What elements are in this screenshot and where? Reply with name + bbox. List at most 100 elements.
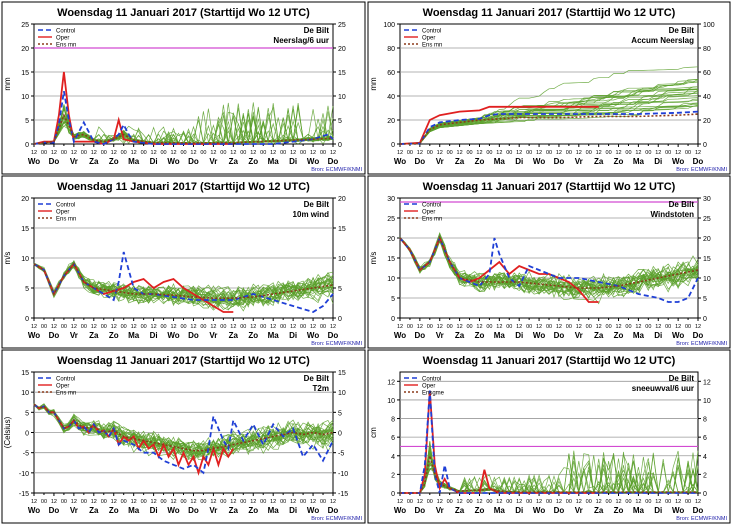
x-hour-label: 12 [170,324,176,330]
x-hour-label: 00 [486,150,492,156]
x-day-label: Wo [28,506,40,515]
x-day-label: Do [188,506,199,515]
y-tick-label-right: 100 [703,22,715,29]
x-hour-label: 12 [111,150,117,156]
legend-label: Oper [422,36,435,42]
y-tick-label-left: 20 [21,196,29,203]
y-tick-label-right: 10 [703,276,711,283]
series-line-control [400,390,698,494]
x-hour-label: 12 [675,324,681,330]
x-day-label: Ma [268,157,280,166]
x-hour-label: 00 [61,324,67,330]
x-hour-label: 00 [625,499,631,505]
x-hour-label: 00 [260,499,266,505]
x-day-label: Wo [307,331,319,340]
legend-label: Ens mn [56,391,76,397]
x-hour-label: 12 [536,324,542,330]
x-hour-label: 00 [606,499,612,505]
x-hour-label: 12 [310,324,316,330]
x-hour-label: 12 [695,499,701,505]
y-tick-label-left: -10 [19,471,29,478]
y-tick-label-left: 8 [391,417,395,424]
y-tick-label-right: 5 [338,118,342,125]
x-day-label: Di [150,506,158,515]
x-day-label: Wo [28,331,40,340]
source-label: Bron: ECMWF/KNMI [676,167,727,173]
x-day-label: Wo [533,331,545,340]
y-tick-label-left: 10 [21,390,29,397]
x-hour-label: 12 [310,499,316,505]
chart-panel-5: Woensdag 11 Januari 2017 (Starttijd Wo 1… [367,349,731,524]
x-day-label: Za [89,157,99,166]
y-tick-label-right: 20 [338,196,346,203]
x-hour-label: 12 [71,499,77,505]
x-day-label: Za [229,331,239,340]
x-day-label: Zo [614,331,624,340]
x-hour-label: 00 [300,499,306,505]
legend-label: Ensgme [422,391,445,397]
x-day-label: Vr [70,331,78,340]
x-day-label: Do [49,157,60,166]
legend-label: Oper [56,384,69,390]
x-hour-label: 00 [280,150,286,156]
x-hour-label: 12 [655,150,661,156]
x-hour-label: 00 [665,324,671,330]
x-hour-label: 00 [161,324,167,330]
ensemble-member-line [399,235,699,296]
x-hour-label: 12 [250,499,256,505]
x-hour-label: 12 [576,499,582,505]
x-hour-label: 00 [645,324,651,330]
x-hour-label: 00 [141,150,147,156]
variable-label: Accum Neerslag [631,36,694,45]
x-hour-label: 12 [210,324,216,330]
x-hour-label: 00 [320,499,326,505]
x-day-label: Wo [533,506,545,515]
x-hour-label: 12 [635,150,641,156]
series-line-ens-mn [399,235,699,289]
x-hour-label: 00 [300,150,306,156]
x-hour-label: 12 [170,499,176,505]
x-day-label: Za [229,157,239,166]
y-tick-label-right: 15 [338,226,346,233]
series-line-oper [399,105,599,145]
x-hour-label: 12 [131,324,137,330]
x-hour-label: 00 [161,150,167,156]
x-hour-label: 00 [427,499,433,505]
chart-title: Woensdag 11 Januari 2017 (Starttijd Wo 1… [57,355,310,367]
source-label: Bron: ECMWF/KNMI [311,167,362,173]
chart-panel-2: Woensdag 11 Januari 2017 (Starttijd Wo 1… [1,175,366,349]
y-axis-label: mm [369,77,378,91]
x-hour-label: 00 [260,324,266,330]
y-tick-label-left: 2 [391,472,395,479]
x-hour-label: 12 [151,150,157,156]
legend-label: Control [422,203,441,209]
y-tick-label-left: 25 [21,22,29,29]
x-hour-label: 12 [635,499,641,505]
legend-label: Oper [56,36,69,42]
y-tick-label-right: 0 [338,431,342,438]
x-hour-label: 12 [270,324,276,330]
y-tick-label-right: 20 [338,46,346,53]
x-hour-label: 00 [200,324,206,330]
x-hour-label: 12 [91,324,97,330]
station-label: De Bilt [669,26,695,35]
x-hour-label: 12 [596,150,602,156]
x-day-label: Do [693,506,704,515]
ensemble-member-line [33,403,334,457]
x-hour-label: 12 [437,499,443,505]
x-day-label: Ma [633,331,645,340]
legend-label: Control [422,29,441,35]
x-hour-label: 00 [665,499,671,505]
x-day-label: Ma [494,331,506,340]
legend-label: Control [422,377,441,383]
chart-title: Woensdag 11 Januari 2017 (Starttijd Wo 1… [423,7,676,19]
y-tick-label-left: -5 [23,451,29,458]
y-tick-label-left: 0 [391,316,395,323]
x-day-label: Di [515,157,523,166]
x-day-label: Vr [436,331,444,340]
y-tick-label-right: -10 [338,471,348,478]
x-hour-label: 12 [556,499,562,505]
y-tick-label-right: 10 [703,398,711,405]
x-day-label: Di [654,157,662,166]
